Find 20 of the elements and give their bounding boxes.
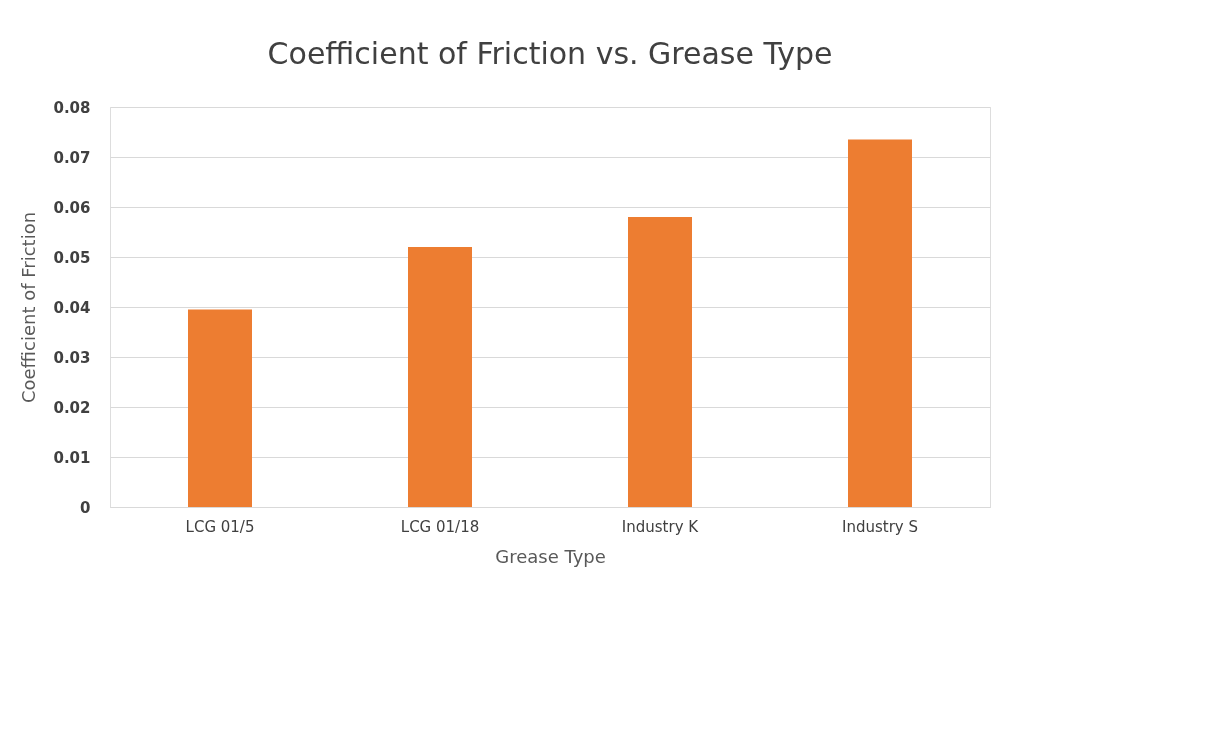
bar [628,217,692,507]
x-tick-label: Industry S [842,517,918,536]
x-tick-label: LCG 01/18 [400,517,480,536]
y-tick-label: 0.05 [53,248,91,267]
y-tick-label: 0.07 [53,148,91,167]
y-tick-label: 0.01 [53,448,91,467]
bar [408,247,472,507]
x-tick-label: Industry K [621,517,700,536]
bar [188,309,252,507]
x-tick-label: LCG 01/5 [185,517,255,536]
chart-title: Coefficient of Friction vs. Grease Type [267,36,833,71]
x-axis-title: Grease Type [495,545,606,567]
bar [848,139,912,507]
y-axis-title: Coefficient of Friction [18,211,40,404]
y-tick-label: 0.06 [53,198,91,217]
y-tick-label: 0.04 [53,298,91,317]
y-tick-label: 0 [80,498,91,517]
y-tick-label: 0.02 [53,398,91,417]
y-tick-label: 0.03 [53,348,91,367]
y-tick-label: 0.08 [53,98,91,117]
